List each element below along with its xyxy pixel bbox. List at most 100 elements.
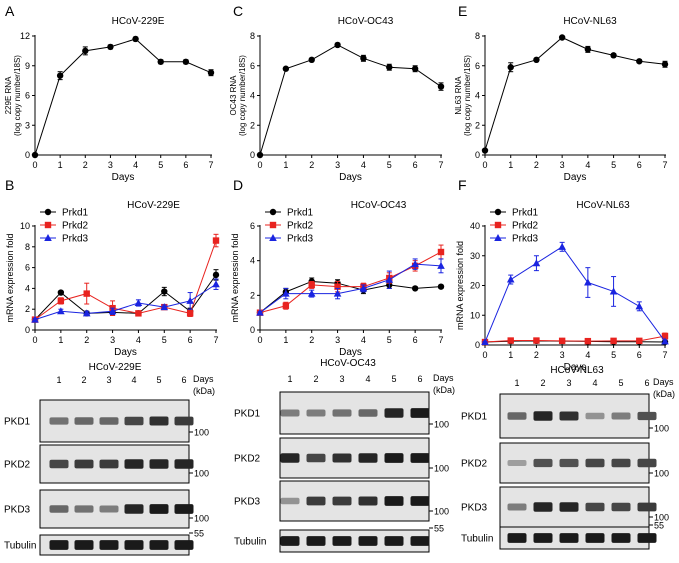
y-tick-label: 12 (20, 31, 30, 41)
data-point (636, 58, 643, 65)
data-point (411, 65, 419, 72)
series-line (484, 335, 666, 343)
lane-label: 4 (131, 375, 136, 385)
lane-label: 1 (287, 374, 292, 384)
x-tick-label: 4 (585, 350, 590, 360)
data-point (558, 337, 566, 345)
band (410, 408, 430, 418)
lane-label: 5 (156, 375, 161, 385)
panel-letter-b: B (5, 177, 14, 193)
band (585, 533, 605, 543)
legend-marker (269, 208, 277, 216)
band (410, 536, 430, 546)
x-tick-label: 2 (309, 160, 314, 170)
chart-e: 0 1 2 3 4 5 6 7 0 2 4 6 8 HCoV-NL63 Days NL63 RNA (log c… (454, 16, 669, 183)
x-tick-label: 7 (662, 160, 667, 170)
band (384, 536, 404, 546)
blot-row-pkd1: PKD1 100 (461, 393, 669, 439)
lane-label: 1 (56, 375, 61, 385)
series-prkd3 (481, 241, 669, 346)
data-point (56, 72, 64, 79)
band (124, 459, 144, 469)
data-point (661, 332, 669, 340)
x-tick-label: 0 (32, 160, 37, 170)
y-axis-label-units: (log copy number/18S) (238, 55, 247, 136)
data-point (308, 281, 315, 289)
data-point (532, 259, 541, 267)
x-tick-label: 7 (438, 160, 443, 170)
band (332, 409, 352, 417)
x-tick-label: 5 (387, 335, 392, 345)
data-point (282, 302, 290, 309)
blot-title: HCoV-OC43 (320, 358, 376, 369)
y-tick-label: 2 (475, 120, 480, 130)
days-label: Days (193, 374, 214, 384)
legend-marker (44, 234, 52, 241)
x-tick-label: 2 (84, 335, 89, 345)
data-point (333, 289, 342, 297)
lane-label: 6 (417, 374, 422, 384)
data-point (57, 289, 65, 296)
data-point (533, 337, 540, 344)
y-tick-label: 4 (25, 283, 30, 293)
data-point (82, 309, 91, 317)
band (611, 533, 631, 543)
band (585, 412, 605, 420)
data-point (437, 283, 445, 290)
band (332, 496, 352, 506)
y-tick-label: 8 (475, 31, 480, 41)
data-point (385, 275, 394, 283)
band (99, 505, 119, 513)
x-tick-label: 1 (508, 160, 513, 170)
band (74, 540, 94, 550)
blot-row-pkd3: PKD3 100 (461, 486, 669, 528)
legend-marker (494, 208, 502, 216)
x-tick-label: 0 (32, 335, 37, 345)
data-point (359, 284, 368, 292)
x-tick-label: 1 (58, 335, 63, 345)
blot-row-label: PKD2 (461, 459, 488, 470)
x-tick-label: 1 (283, 335, 288, 345)
x-tick-label: 4 (361, 160, 366, 170)
band (280, 497, 300, 505)
band (559, 411, 579, 421)
series-prkd3 (31, 278, 220, 323)
band (507, 533, 527, 543)
band (74, 417, 94, 425)
x-tick-label: 5 (162, 335, 167, 345)
legend-marker (269, 221, 277, 229)
data-point (411, 285, 419, 292)
band (507, 459, 527, 467)
blot-row-label: PKD1 (234, 409, 261, 420)
blot-row-pkd2: PKD2 100 (461, 442, 669, 484)
days-label: Days (653, 377, 674, 387)
data-point (308, 56, 315, 63)
data-point (558, 34, 566, 41)
data-point (360, 55, 367, 62)
data-point (661, 337, 669, 345)
series-line (34, 274, 217, 320)
blot-row-label: PKD3 (4, 505, 31, 516)
y-axis-label: 229E RNA (4, 76, 13, 114)
blot-row-label: Tubulin (4, 541, 36, 552)
band (149, 459, 169, 469)
lane-label: 2 (540, 378, 545, 388)
x-tick-label: 2 (309, 335, 314, 345)
band (174, 416, 194, 426)
data-point (386, 64, 393, 71)
x-tick-label: 6 (637, 350, 642, 360)
y-tick-label: 40 (470, 221, 480, 231)
kda-marker-label: 100 (194, 469, 209, 479)
legend-label: Prkd1 (512, 208, 539, 219)
data-point (108, 307, 117, 315)
panel-letter-d: D (233, 177, 243, 193)
band (358, 409, 378, 417)
lane-label: 2 (81, 375, 86, 385)
legend-label: Prkd3 (287, 234, 314, 245)
band (74, 459, 94, 469)
